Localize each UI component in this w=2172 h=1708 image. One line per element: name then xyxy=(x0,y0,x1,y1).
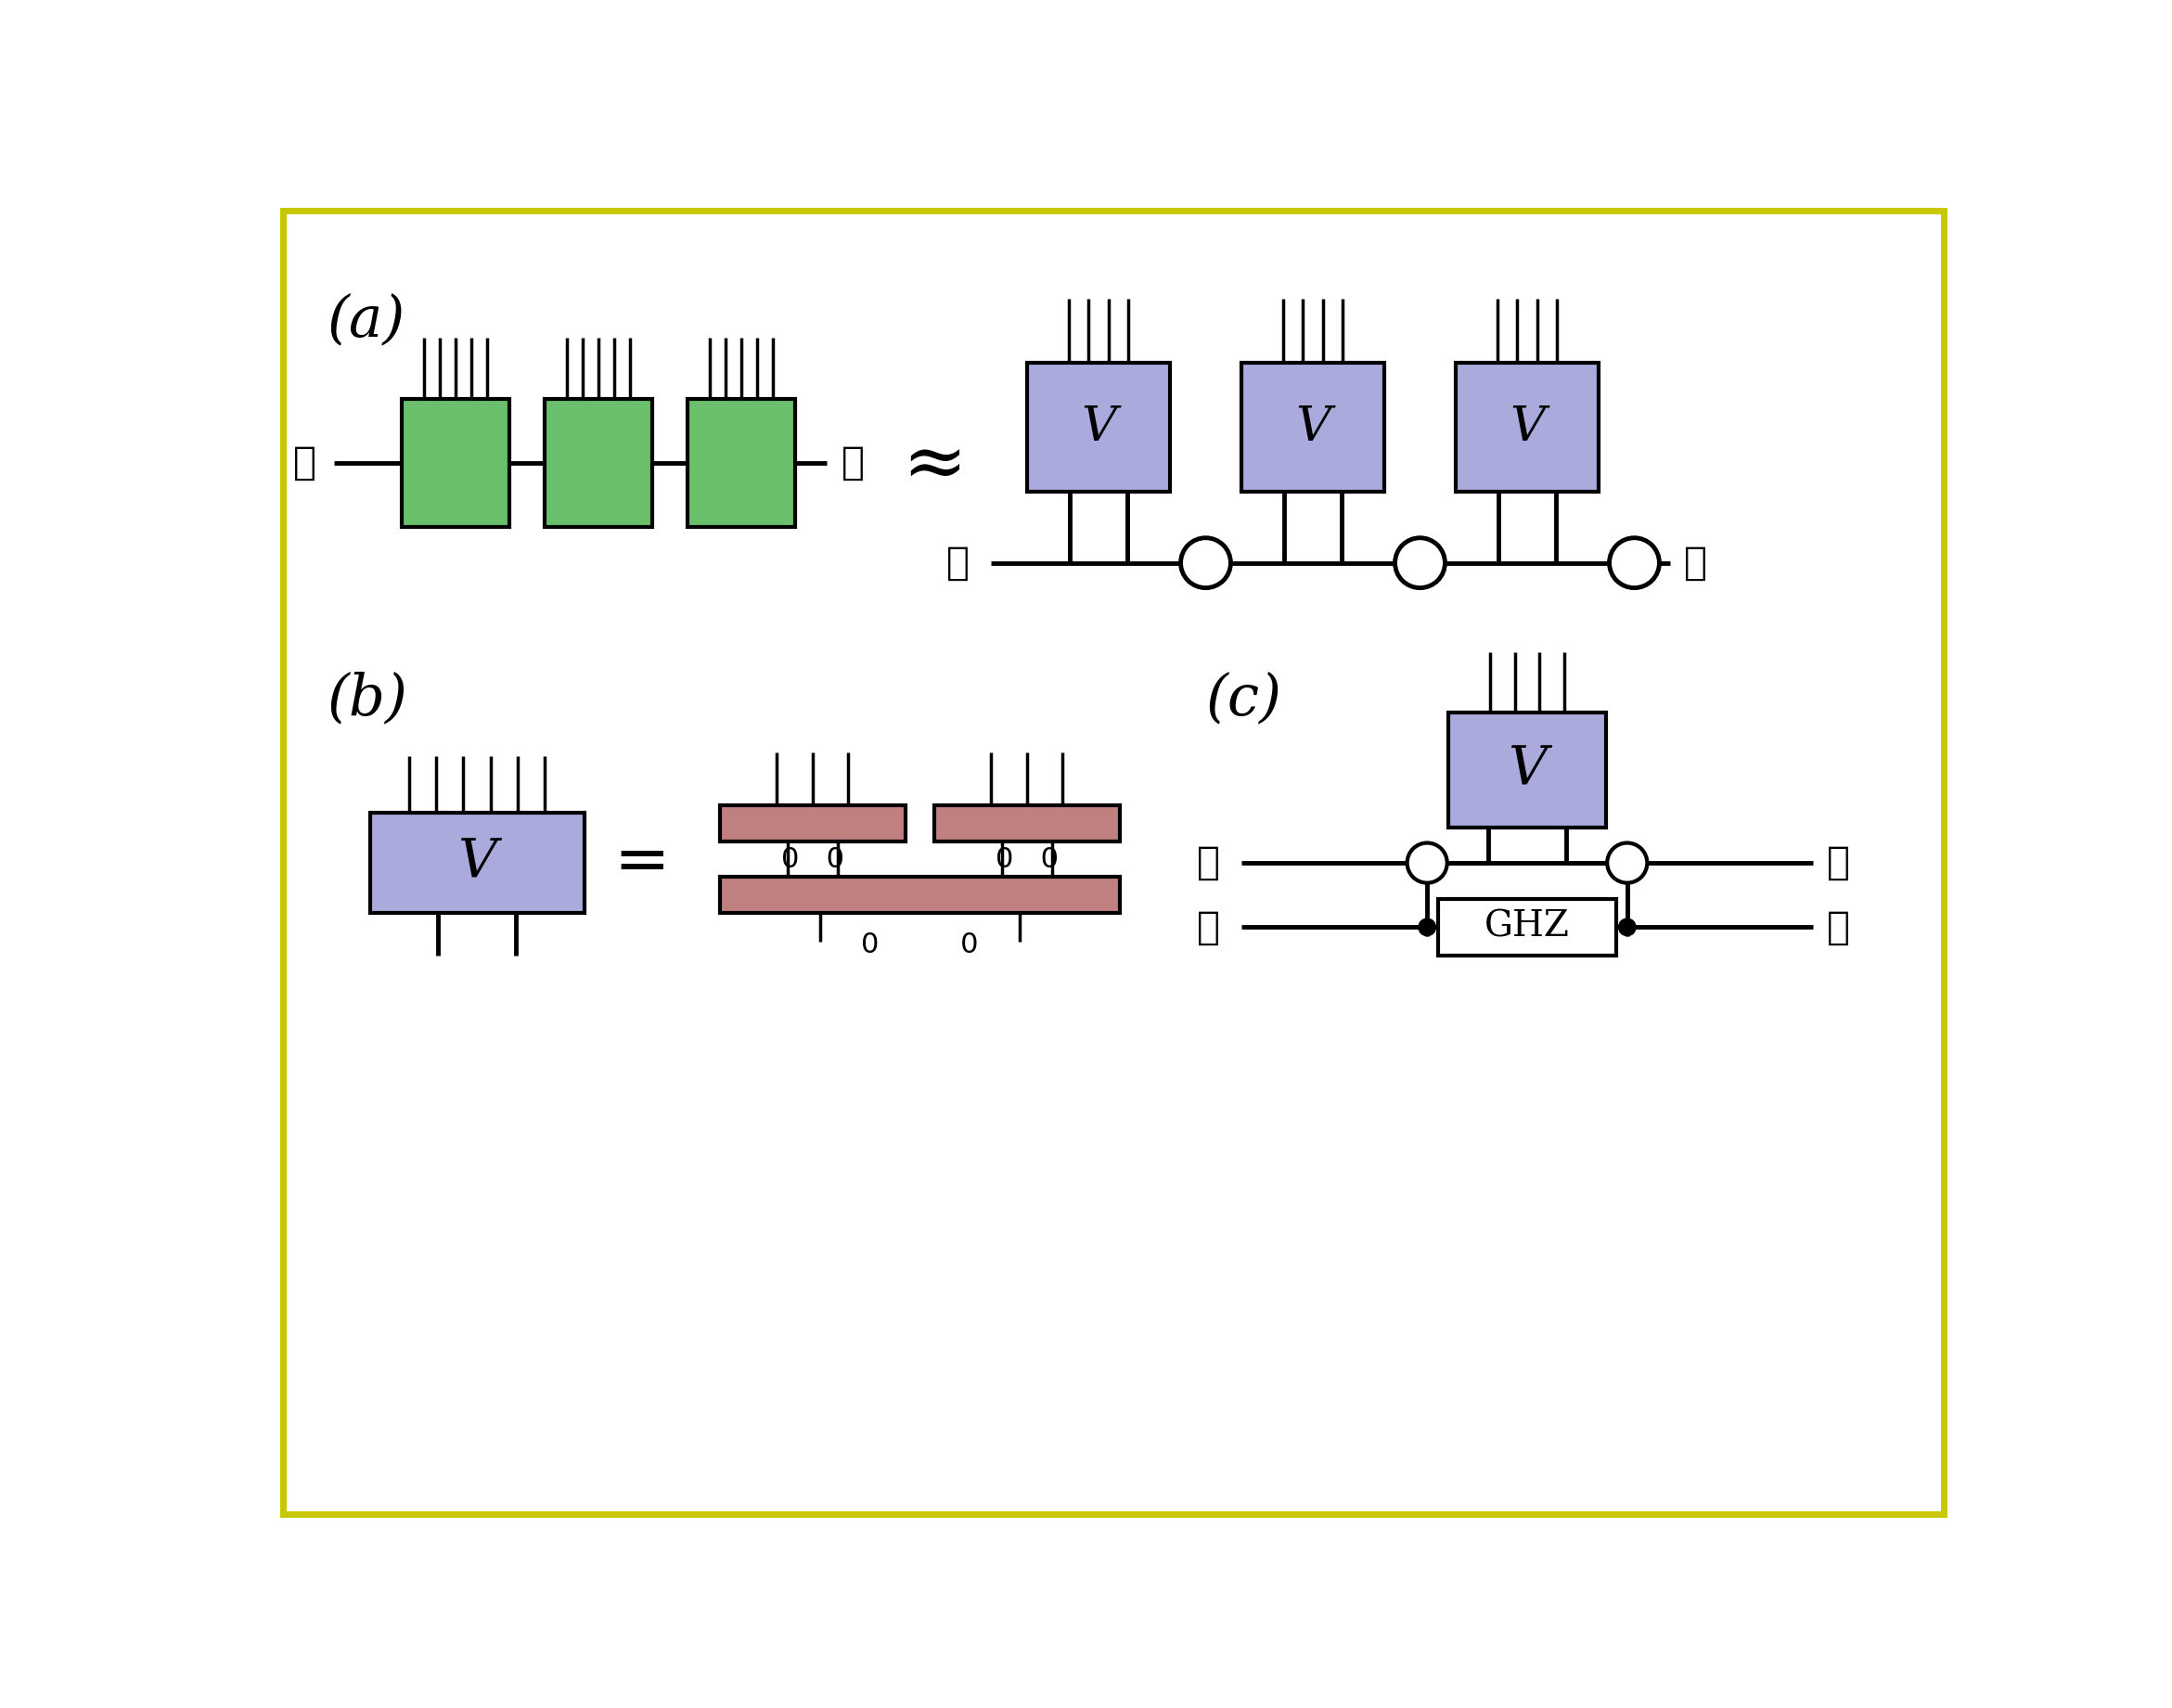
Text: ⋯: ⋯ xyxy=(841,444,864,482)
Text: ⋯: ⋯ xyxy=(293,444,317,482)
FancyBboxPatch shape xyxy=(545,398,652,528)
Text: =: = xyxy=(613,830,669,895)
FancyBboxPatch shape xyxy=(402,398,508,528)
Circle shape xyxy=(1394,538,1444,588)
Text: ⋯: ⋯ xyxy=(1197,844,1221,883)
FancyBboxPatch shape xyxy=(689,398,795,528)
Text: V: V xyxy=(1082,403,1116,451)
Circle shape xyxy=(1407,842,1447,883)
FancyBboxPatch shape xyxy=(719,878,1121,912)
FancyBboxPatch shape xyxy=(1438,898,1616,956)
Text: V: V xyxy=(458,837,497,890)
FancyBboxPatch shape xyxy=(934,806,1121,842)
Text: GHZ: GHZ xyxy=(1483,910,1570,945)
Circle shape xyxy=(1182,538,1232,588)
FancyBboxPatch shape xyxy=(1242,362,1384,492)
Text: 0   0: 0 0 xyxy=(995,845,1058,873)
Text: ≈: ≈ xyxy=(901,429,967,504)
FancyBboxPatch shape xyxy=(719,806,906,842)
FancyBboxPatch shape xyxy=(369,813,584,912)
Text: V: V xyxy=(1295,403,1331,451)
Text: ⋯: ⋯ xyxy=(1683,543,1707,582)
Circle shape xyxy=(1418,919,1436,936)
Text: V: V xyxy=(1510,403,1544,451)
Text: ⋯: ⋯ xyxy=(1197,907,1221,946)
FancyBboxPatch shape xyxy=(1449,712,1605,827)
Text: ⋯: ⋯ xyxy=(1827,907,1851,946)
FancyBboxPatch shape xyxy=(1027,362,1171,492)
Circle shape xyxy=(1618,919,1636,936)
Text: ⋯: ⋯ xyxy=(947,543,971,582)
Text: (a): (a) xyxy=(328,292,406,348)
FancyBboxPatch shape xyxy=(1455,362,1599,492)
Text: (c): (c) xyxy=(1205,671,1281,726)
Text: V: V xyxy=(1507,743,1546,796)
Circle shape xyxy=(1607,842,1646,883)
Text: 0         0: 0 0 xyxy=(862,931,980,958)
Text: (b): (b) xyxy=(328,671,408,726)
Text: ⋯: ⋯ xyxy=(1827,844,1851,883)
Text: 0   0: 0 0 xyxy=(782,845,845,873)
Circle shape xyxy=(1609,538,1659,588)
